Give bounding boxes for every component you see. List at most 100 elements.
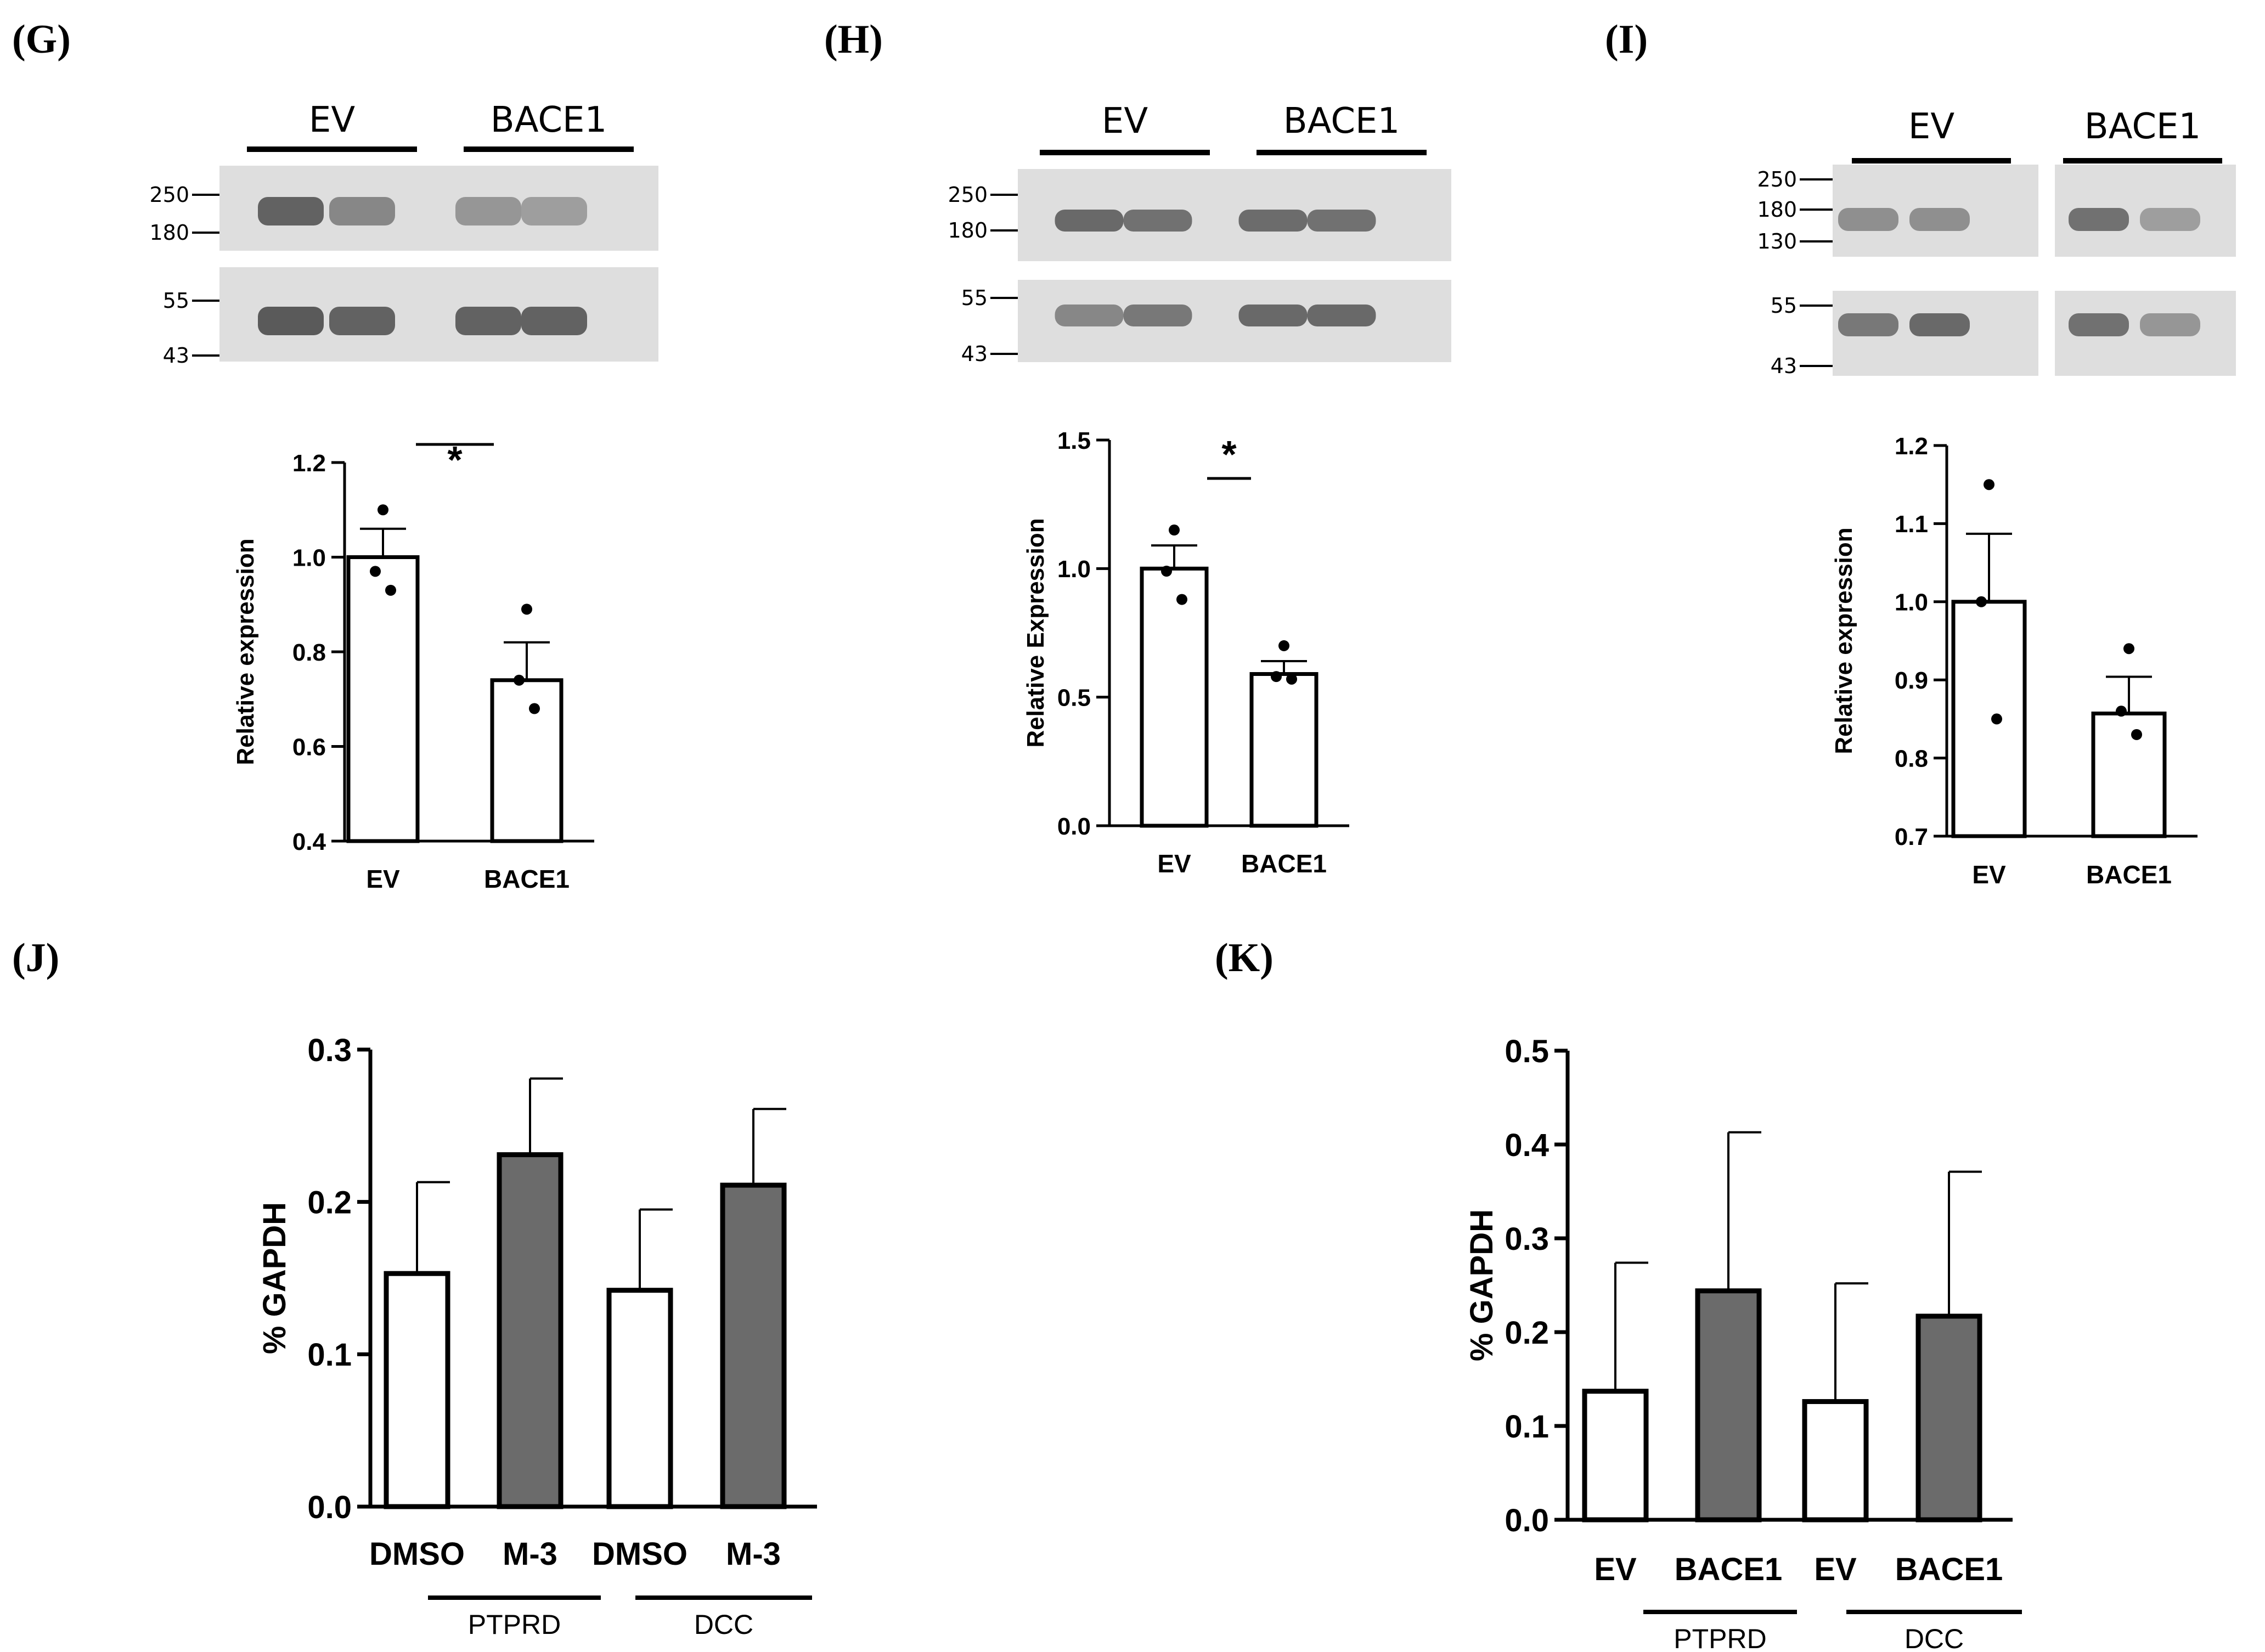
x-tick-label: BACE1 bbox=[1241, 849, 1327, 878]
blot-band bbox=[455, 307, 521, 335]
mw-marker-label: 180 bbox=[1757, 198, 1797, 222]
panel-label-i: (I) bbox=[1605, 17, 1648, 62]
blot-band bbox=[1909, 208, 1970, 231]
x-tick-label: EV bbox=[366, 865, 400, 893]
data-point bbox=[2116, 706, 2127, 717]
data-point bbox=[1176, 594, 1187, 605]
y-tick-label: 0.4 bbox=[292, 828, 326, 855]
y-tick-label: 0.4 bbox=[1505, 1127, 1549, 1163]
blot-band bbox=[329, 197, 395, 225]
data-point bbox=[1169, 525, 1180, 536]
x-tick-label: EV bbox=[1594, 1552, 1637, 1587]
significance-marker: * bbox=[447, 438, 463, 481]
x-tick-label: BACE1 bbox=[2086, 860, 2172, 889]
y-tick-label: 0.8 bbox=[1895, 745, 1928, 772]
blot-band bbox=[1123, 305, 1192, 326]
x-tick-label: EV bbox=[1814, 1552, 1857, 1587]
blot-band bbox=[1307, 305, 1376, 326]
data-point bbox=[1278, 640, 1289, 651]
chart-j: 0.0 0.1 0.2 0.3 % GAPDH DMSO M-3 DMSO M-3 PTPRD DC… bbox=[257, 1033, 817, 1640]
lane-group-label: BACE1 bbox=[491, 100, 607, 140]
panel-label-g: (G) bbox=[12, 17, 71, 62]
lane-group-label: EV bbox=[1102, 101, 1148, 142]
mw-marker-label: 43 bbox=[961, 342, 988, 366]
y-tick-label: 1.0 bbox=[1895, 589, 1928, 616]
panel-label-k: (K) bbox=[1215, 935, 1274, 980]
y-axis-label: Relative expression bbox=[1830, 527, 1857, 754]
mw-marker-label: 55 bbox=[1771, 294, 1797, 318]
data-point bbox=[521, 604, 532, 615]
group-label: DCC bbox=[1905, 1623, 1964, 1652]
x-tick-label: BACE1 bbox=[484, 865, 570, 893]
blot-band bbox=[258, 197, 324, 225]
blot-band bbox=[1055, 210, 1124, 232]
mw-marker-label: 180 bbox=[948, 218, 988, 243]
panel-label-j: (J) bbox=[12, 935, 59, 980]
mw-marker-label: 130 bbox=[1757, 229, 1797, 253]
bar bbox=[1951, 600, 2027, 838]
data-point bbox=[1991, 713, 2002, 725]
x-tick-label: BACE1 bbox=[1675, 1552, 1783, 1587]
mw-marker-label: 250 bbox=[1757, 167, 1797, 191]
bar bbox=[606, 1288, 673, 1509]
bar bbox=[720, 1182, 787, 1509]
bar bbox=[1249, 672, 1319, 828]
blot-band bbox=[1838, 208, 1898, 231]
bar bbox=[384, 1271, 450, 1509]
y-axis-label: Relative Expression bbox=[1022, 518, 1049, 747]
blot-band bbox=[1055, 305, 1124, 326]
y-tick-label: 0.3 bbox=[1505, 1221, 1549, 1257]
y-tick-label: 1.0 bbox=[292, 544, 326, 571]
y-tick-label: 0.5 bbox=[1057, 685, 1091, 712]
y-tick-label: 0.7 bbox=[1895, 824, 1928, 850]
lane-group-label: BACE1 bbox=[2084, 106, 2201, 147]
mw-marker-label: 250 bbox=[149, 183, 189, 207]
y-tick-label: 0.5 bbox=[1505, 1034, 1549, 1069]
blot-band bbox=[329, 307, 395, 335]
x-tick-label: EV bbox=[1972, 860, 2006, 889]
data-point bbox=[1161, 566, 1172, 577]
bar bbox=[1695, 1288, 1762, 1523]
y-tick-label: 0.3 bbox=[307, 1033, 352, 1068]
y-tick-label: 0.9 bbox=[1895, 667, 1928, 694]
data-point bbox=[370, 566, 381, 577]
x-tick-label: BACE1 bbox=[1895, 1552, 2003, 1587]
figure-content: EV BACE1 250 180 55 43 EV BACE1 250 180 55 43 EV BACE… bbox=[149, 100, 2236, 1652]
blot-band bbox=[2069, 313, 2129, 336]
blot-g: EV BACE1 250 180 55 43 bbox=[149, 100, 658, 368]
blot-band bbox=[1238, 210, 1308, 232]
y-tick-label: 0.2 bbox=[1505, 1315, 1549, 1351]
y-axis-label: Relative expression bbox=[232, 538, 259, 765]
data-point bbox=[385, 584, 396, 596]
y-tick-label: 1.2 bbox=[1895, 433, 1928, 460]
y-tick-label: 1.1 bbox=[1895, 511, 1928, 538]
y-tick-label: 0.8 bbox=[292, 639, 326, 666]
mw-marker-label: 43 bbox=[163, 343, 189, 368]
blot-band bbox=[1238, 305, 1308, 326]
blot-band bbox=[2069, 208, 2129, 231]
y-tick-label: 0.1 bbox=[307, 1337, 352, 1373]
x-tick-label: DMSO bbox=[592, 1536, 688, 1572]
y-tick-label: 1.2 bbox=[292, 450, 326, 477]
blot-band bbox=[258, 307, 324, 335]
data-point bbox=[1976, 596, 1987, 607]
x-tick-label: EV bbox=[1157, 849, 1191, 878]
lane-group-label: EV bbox=[309, 100, 355, 140]
x-tick-label: M-3 bbox=[503, 1536, 557, 1572]
bar bbox=[490, 678, 564, 843]
chart-h: 0.0 0.5 1.0 1.5 Relative Expression EV BACE1 * bbox=[1022, 427, 1349, 878]
bar bbox=[1582, 1389, 1649, 1523]
y-tick-label: 0.0 bbox=[1505, 1503, 1549, 1538]
lane-group-label: EV bbox=[1908, 106, 1954, 147]
data-point bbox=[378, 504, 388, 516]
data-point bbox=[1984, 479, 1994, 490]
significance-marker: * bbox=[1221, 433, 1237, 476]
mw-marker-label: 180 bbox=[149, 221, 189, 245]
mw-marker-label: 43 bbox=[1771, 354, 1797, 378]
blot-h: EV BACE1 250 180 55 43 bbox=[948, 101, 1451, 366]
bar bbox=[1802, 1399, 1869, 1523]
y-axis-label: % GAPDH bbox=[257, 1202, 292, 1354]
mw-marker-label: 250 bbox=[948, 183, 988, 207]
mw-marker-label: 55 bbox=[961, 286, 988, 310]
